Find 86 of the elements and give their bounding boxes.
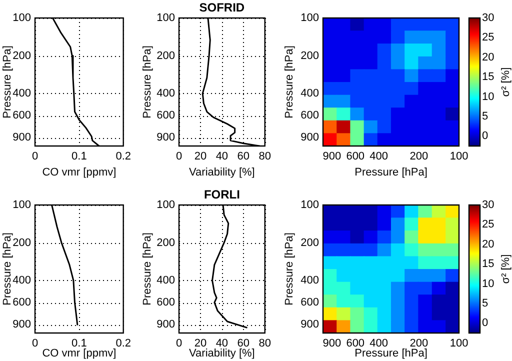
x-tick-label: 400 [370, 150, 388, 163]
y-tick-label: 400 [300, 274, 319, 286]
y-tick-label: 900 [156, 132, 175, 144]
y-tick-label: 900 [12, 318, 31, 331]
color-bar-label: 30 [482, 199, 494, 212]
y-tick-label: 200 [12, 236, 31, 249]
color-bar-label: 25 [482, 32, 494, 44]
x-tick-label: 100 [450, 150, 468, 163]
x-axis-title: Variability [%] [189, 166, 255, 178]
x-tick-label: 400 [370, 338, 388, 350]
y-tick-label: 600 [12, 296, 31, 309]
y-tick-label: 400 [156, 87, 175, 100]
color-bar-label: 10 [482, 90, 494, 103]
y-tick-label: 400 [300, 87, 319, 100]
y-tick-label: 100 [12, 199, 31, 212]
y-tick-label: 100 [300, 199, 319, 212]
color-bar-label: 25 [482, 218, 494, 231]
x-tick-label: 0.2 [116, 150, 132, 163]
x-tick-label: 0 [32, 150, 38, 163]
x-tick-label: 0.2 [116, 338, 132, 350]
y-tick-label: 200 [156, 236, 175, 249]
x-tick-label: 0.1 [72, 338, 87, 350]
y-tick-label: 200 [12, 50, 31, 62]
x-tick-label: 0 [176, 150, 182, 163]
y-axis-title: Pressure [hPa] [2, 232, 14, 306]
color-bar-label: 0 [482, 130, 488, 142]
x-tick-label: 900 [322, 150, 342, 163]
color-bar-label: 10 [482, 278, 494, 290]
y-tick-label: 400 [12, 274, 31, 286]
color-bar-label: 0 [482, 317, 488, 330]
y-tick-label: 100 [156, 12, 175, 24]
x-tick-label: 0 [176, 338, 182, 350]
color-bar-title: σ² [%] [500, 67, 512, 97]
x-tick-label: 100 [450, 338, 468, 350]
y-axis-title: Pressure [hPa] [142, 46, 154, 118]
chart-title: FORLI [204, 187, 240, 202]
x-tick-label: 40 [216, 150, 228, 163]
x-axis-title: Pressure [hPa] [354, 347, 428, 360]
x-axis-title: Variability [%] [189, 347, 255, 360]
x-tick-label: 60 [237, 338, 250, 350]
y-axis-title: Pressure [hPa] [284, 46, 296, 118]
x-tick-label: 0.1 [72, 150, 87, 163]
y-tick-label: 100 [12, 12, 31, 24]
x-axis-title: Pressure [hPa] [354, 166, 428, 178]
y-tick-label: 900 [300, 132, 319, 144]
color-bar-title: σ² [%] [500, 254, 512, 284]
y-tick-label: 400 [12, 87, 31, 100]
x-tick-label: 0 [32, 338, 38, 350]
y-tick-label: 600 [156, 110, 175, 122]
x-axis-title: CO vmr [ppmv] [42, 166, 116, 178]
y-tick-label: 600 [300, 110, 319, 122]
color-bar-label: 5 [482, 110, 488, 122]
y-tick-label: 100 [300, 12, 319, 24]
y-tick-label: 900 [156, 318, 175, 331]
y-tick-label: 100 [156, 199, 175, 212]
x-tick-label: 20 [194, 338, 207, 350]
color-bar-label: 20 [482, 51, 494, 64]
y-axis-title: Pressure [hPa] [284, 232, 296, 306]
y-axis-title: Pressure [hPa] [2, 46, 14, 118]
x-tick-label: 600 [346, 338, 365, 350]
color-bar-label: 15 [482, 258, 494, 270]
x-tick-label: 60 [237, 150, 250, 163]
color-bar-label: 15 [482, 71, 494, 84]
x-tick-label: 80 [258, 338, 272, 350]
x-tick-label: 200 [410, 338, 428, 350]
x-tick-label: 20 [194, 150, 207, 163]
x-tick-label: 80 [258, 150, 272, 163]
x-tick-label: 40 [216, 338, 228, 350]
y-tick-label: 200 [300, 236, 319, 249]
y-tick-label: 200 [156, 50, 175, 62]
x-axis-title: CO vmr [ppmv] [42, 347, 116, 360]
x-tick-label: 900 [322, 338, 342, 350]
y-tick-label: 400 [156, 274, 175, 286]
y-tick-label: 200 [300, 50, 319, 62]
y-tick-label: 600 [12, 110, 31, 122]
x-tick-label: 200 [410, 150, 428, 163]
color-bar-label: 20 [482, 238, 494, 250]
chart-title: SOFRID [199, 0, 245, 14]
y-tick-label: 600 [300, 296, 319, 309]
y-axis-title: Pressure [hPa] [142, 232, 154, 306]
y-tick-label: 900 [12, 132, 31, 144]
color-bar-label: 30 [482, 12, 494, 24]
y-tick-label: 900 [300, 318, 319, 331]
y-tick-label: 600 [156, 296, 175, 309]
color-bar-label: 5 [482, 297, 488, 310]
x-tick-label: 600 [346, 150, 365, 163]
